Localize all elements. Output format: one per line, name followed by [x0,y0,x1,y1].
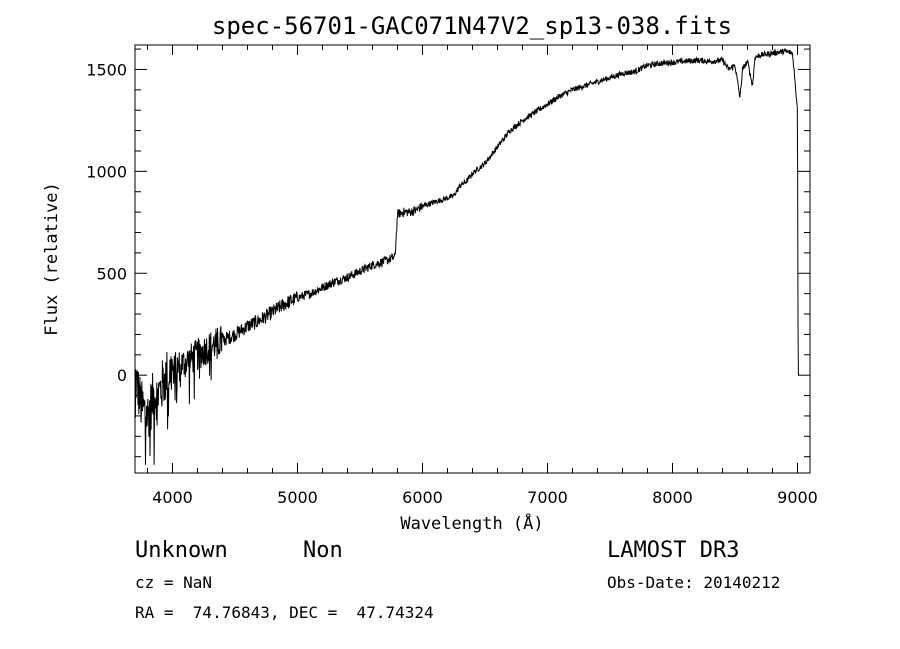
x-tick-label: 5000 [277,488,318,507]
plot-frame [134,44,811,474]
tick-marks [135,45,810,473]
object-class: Unknown [135,538,228,563]
spectrum-line [134,48,799,465]
y-tick-label: 500 [96,264,127,283]
chart-title: spec-56701-GAC071N47V2_sp13-038.fits [212,12,732,40]
obs-date: Obs-Date: 20140212 [607,573,781,592]
x-tick-label: 7000 [527,488,568,507]
x-tick-label: 4000 [152,488,193,507]
tick-labels: 4000 5000 6000 7000 8000 9000 0 500 1000 1500 [86,60,818,507]
y-tick-label: 0 [117,366,127,385]
series-layer [134,48,799,465]
x-tick-label: 6000 [402,488,443,507]
x-tick-label: 9000 [777,488,818,507]
y-axis-label: Flux (relative) [42,182,62,336]
x-tick-label: 8000 [652,488,693,507]
x-axis-label: Wavelength (Å) [400,512,543,534]
coordinates: RA = 74.76843, DEC = 47.74324 [135,603,434,622]
y-tick-label: 1000 [86,162,127,181]
survey-name: LAMOST DR3 [607,538,740,563]
y-tick-label: 1500 [86,60,127,79]
object-subclass: Non [303,538,343,563]
axes [134,44,811,474]
redshift-cz: cz = NaN [135,573,213,592]
